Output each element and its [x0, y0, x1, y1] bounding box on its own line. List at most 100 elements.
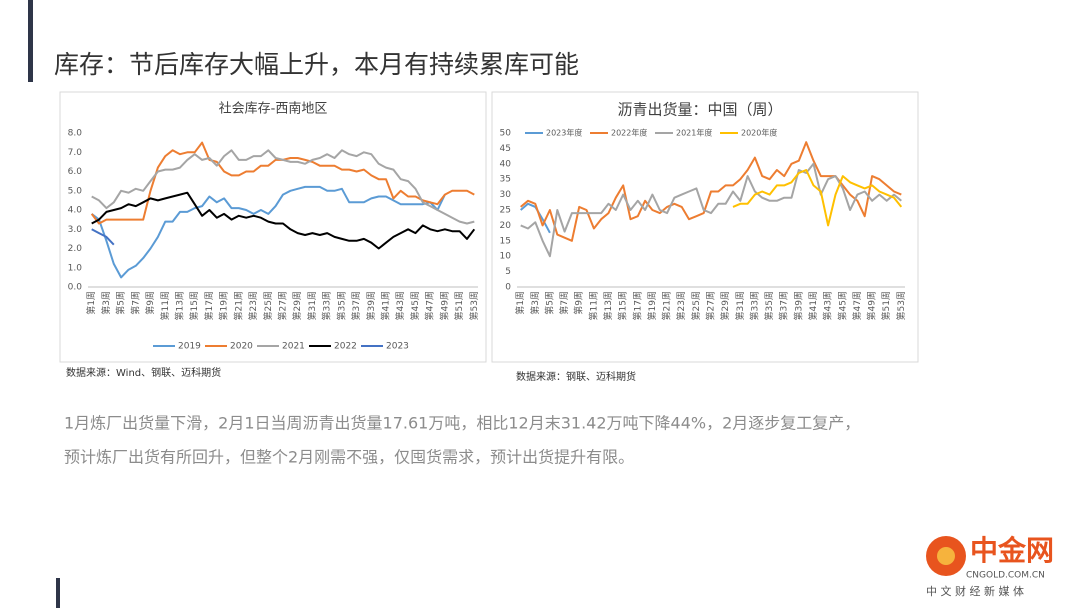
- x-tick-label: 第21周: [661, 291, 673, 320]
- x-tick-label: 第11周: [587, 291, 599, 320]
- logo-url: CNGOLD.COM.CN: [966, 571, 1045, 581]
- y-tick-label: 4.0: [68, 206, 83, 216]
- x-tick-label: 第7周: [129, 291, 141, 315]
- x-tick-label: 第41周: [807, 291, 819, 320]
- x-tick-label: 第19周: [218, 291, 230, 320]
- x-tick-label: 第1周: [85, 291, 97, 315]
- legend-label: 2023年度: [546, 128, 582, 138]
- legend-label: 2020年度: [741, 128, 777, 138]
- x-tick-label: 第7周: [558, 291, 570, 315]
- y-tick-label: 40: [500, 159, 512, 169]
- x-tick-label: 第21周: [232, 291, 244, 320]
- legend-label: 2019: [178, 342, 201, 352]
- x-tick-label: 第51周: [880, 291, 892, 320]
- x-tick-label: 第53周: [468, 291, 480, 320]
- slide-title: 库存：节后库存大幅上升，本月有持续累库可能: [54, 50, 579, 79]
- x-tick-label: 第27周: [705, 291, 717, 320]
- source-note: 数据来源：Wind、钢联、迈科期货: [66, 366, 221, 379]
- x-tick-label: 第15周: [188, 291, 200, 320]
- x-tick-label: 第31周: [306, 291, 318, 320]
- y-tick-label: 0: [505, 283, 511, 293]
- x-tick-label: 第47周: [424, 291, 436, 320]
- x-tick-label: 第53周: [895, 291, 907, 320]
- x-tick-label: 第45周: [409, 291, 421, 320]
- x-tick-label: 第33周: [748, 291, 760, 320]
- accent-bar: [56, 578, 60, 608]
- y-tick-label: 45: [500, 144, 511, 154]
- x-tick-label: 第43周: [394, 291, 406, 320]
- y-tick-label: 15: [500, 236, 511, 246]
- x-tick-label: 第35周: [335, 291, 347, 320]
- legend-label: 2020: [230, 342, 253, 352]
- series-line: [520, 162, 902, 258]
- x-tick-label: 第25周: [262, 291, 274, 320]
- y-tick-label: 10: [500, 252, 512, 262]
- series-line: [91, 191, 476, 250]
- series-line: [91, 149, 475, 225]
- x-tick-label: 第29周: [291, 291, 303, 320]
- x-tick-label: 第31周: [734, 291, 746, 320]
- logo-name: 中金网: [970, 534, 1054, 567]
- x-tick-label: 第49周: [866, 291, 878, 320]
- x-tick-label: 第5周: [115, 291, 127, 315]
- y-tick-label: 20: [500, 221, 512, 231]
- x-tick-label: 第37周: [778, 291, 790, 320]
- chart-title: 社会库存-西南地区: [219, 101, 328, 117]
- legend-label: 2022年度: [611, 128, 647, 138]
- x-tick-label: 第13周: [173, 291, 185, 320]
- x-tick-label: 第13周: [602, 291, 614, 320]
- y-tick-label: 30: [500, 190, 512, 200]
- x-tick-label: 第45周: [836, 291, 848, 320]
- x-tick-label: 第47周: [851, 291, 863, 320]
- x-tick-label: 第33周: [321, 291, 333, 320]
- x-tick-label: 第49周: [438, 291, 450, 320]
- x-tick-label: 第51周: [453, 291, 465, 320]
- y-tick-label: 50: [500, 129, 512, 139]
- y-tick-label: 6.0: [68, 167, 83, 177]
- y-tick-label: 3.0: [68, 225, 83, 235]
- body-text: 1月炼厂出货量下滑，2月1日当周沥青出货量17.61万吨，相比12月末31.42…: [64, 414, 860, 433]
- x-tick-label: 第11周: [159, 291, 171, 320]
- x-tick-label: 第39周: [365, 291, 377, 320]
- y-tick-label: 1.0: [68, 263, 83, 273]
- chart-title: 沥青出货量：中国（周）: [617, 101, 782, 119]
- x-tick-label: 第29周: [719, 291, 731, 320]
- series-line: [91, 185, 446, 279]
- x-tick-label: 第9周: [573, 291, 585, 315]
- x-tick-label: 第25周: [690, 291, 702, 320]
- body-text: 预计炼厂出货有所回升，但整个2月刚需不强，仅囤货需求，预计出货提升有限。: [64, 448, 634, 467]
- y-tick-label: 5: [505, 267, 511, 277]
- x-tick-label: 第23周: [675, 291, 687, 320]
- series-line: [732, 169, 903, 227]
- source-note: 数据来源：钢联、迈科期货: [516, 370, 636, 383]
- x-tick-label: 第5周: [543, 291, 555, 315]
- y-tick-label: 5.0: [68, 186, 83, 196]
- x-tick-label: 第35周: [763, 291, 775, 320]
- chart-frame: [59, 91, 487, 363]
- y-tick-label: 2.0: [68, 244, 83, 254]
- x-tick-label: 第17周: [203, 291, 215, 320]
- y-tick-label: 8.0: [68, 129, 83, 139]
- series-line: [91, 228, 115, 246]
- y-tick-label: 25: [500, 206, 511, 216]
- legend-label: 2023: [386, 342, 409, 352]
- x-tick-label: 第27周: [277, 291, 289, 320]
- y-tick-label: 35: [500, 175, 511, 185]
- x-tick-label: 第39周: [792, 291, 804, 320]
- x-tick-label: 第9周: [144, 291, 156, 315]
- x-tick-label: 第23周: [247, 291, 259, 320]
- x-tick-label: 第1周: [514, 291, 526, 315]
- legend-label: 2022: [334, 342, 357, 352]
- x-tick-label: 第17周: [631, 291, 643, 320]
- logo-slogan: 中 文 财 经 新 媒 体: [926, 584, 1024, 598]
- x-tick-label: 第41周: [380, 291, 392, 320]
- legend-label: 2021年度: [676, 128, 712, 138]
- x-tick-label: 第43周: [822, 291, 834, 320]
- x-tick-label: 第19周: [646, 291, 658, 320]
- x-tick-label: 第3周: [100, 291, 112, 315]
- legend-label: 2021: [282, 342, 305, 352]
- x-tick-label: 第37周: [350, 291, 362, 320]
- logo-icon: [937, 547, 955, 565]
- x-tick-label: 第3周: [529, 291, 541, 315]
